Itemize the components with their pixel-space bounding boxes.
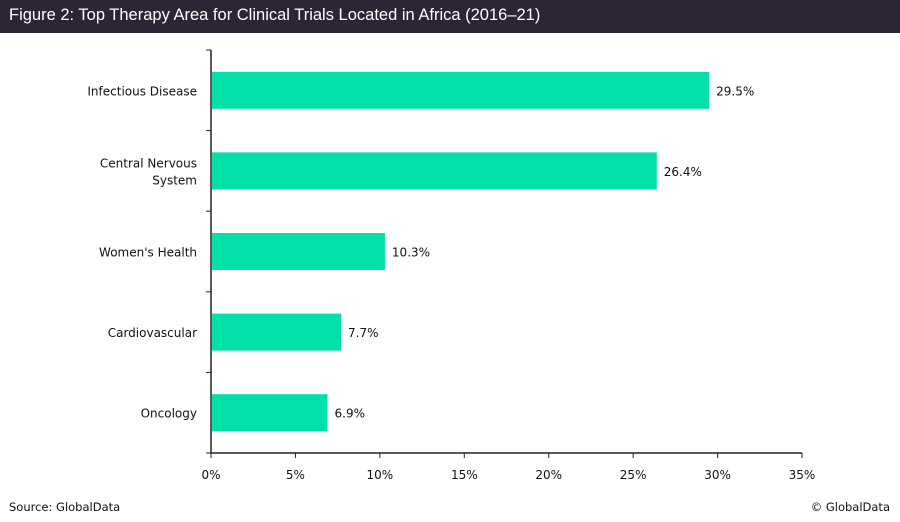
x-tick-label: 35%: [789, 468, 816, 482]
bar: [212, 394, 328, 432]
category-label: Women's Health: [99, 246, 197, 260]
x-tick-label: 5%: [286, 468, 305, 482]
data-label: 26.4%: [664, 165, 702, 179]
source-note: Source: GlobalData: [9, 500, 121, 514]
chart-title-bar: Figure 2: Top Therapy Area for Clinical …: [0, 0, 900, 33]
data-label: 7.7%: [348, 326, 379, 340]
chart-title: Figure 2: Top Therapy Area for Clinical …: [9, 6, 541, 24]
data-label: 10.3%: [392, 246, 430, 260]
x-tick-label: 30%: [704, 468, 731, 482]
x-tick-label: 20%: [535, 468, 562, 482]
x-tick-label: 10%: [367, 468, 394, 482]
bar: [212, 313, 342, 351]
copyright-note: © GlobalData: [810, 500, 890, 514]
x-tick-label: 25%: [620, 468, 647, 482]
x-tick-label: 0%: [201, 468, 220, 482]
category-label: Infectious Disease: [87, 84, 197, 98]
category-label: Oncology: [141, 407, 197, 421]
bar: [212, 233, 385, 270]
data-label: 29.5%: [716, 84, 754, 98]
bar: [212, 152, 657, 190]
category-label: Cardiovascular: [108, 326, 197, 340]
data-label: 6.9%: [335, 407, 366, 421]
category-label: Central Nervous System: [100, 156, 197, 187]
bar: [212, 71, 710, 109]
x-tick-label: 15%: [451, 468, 478, 482]
